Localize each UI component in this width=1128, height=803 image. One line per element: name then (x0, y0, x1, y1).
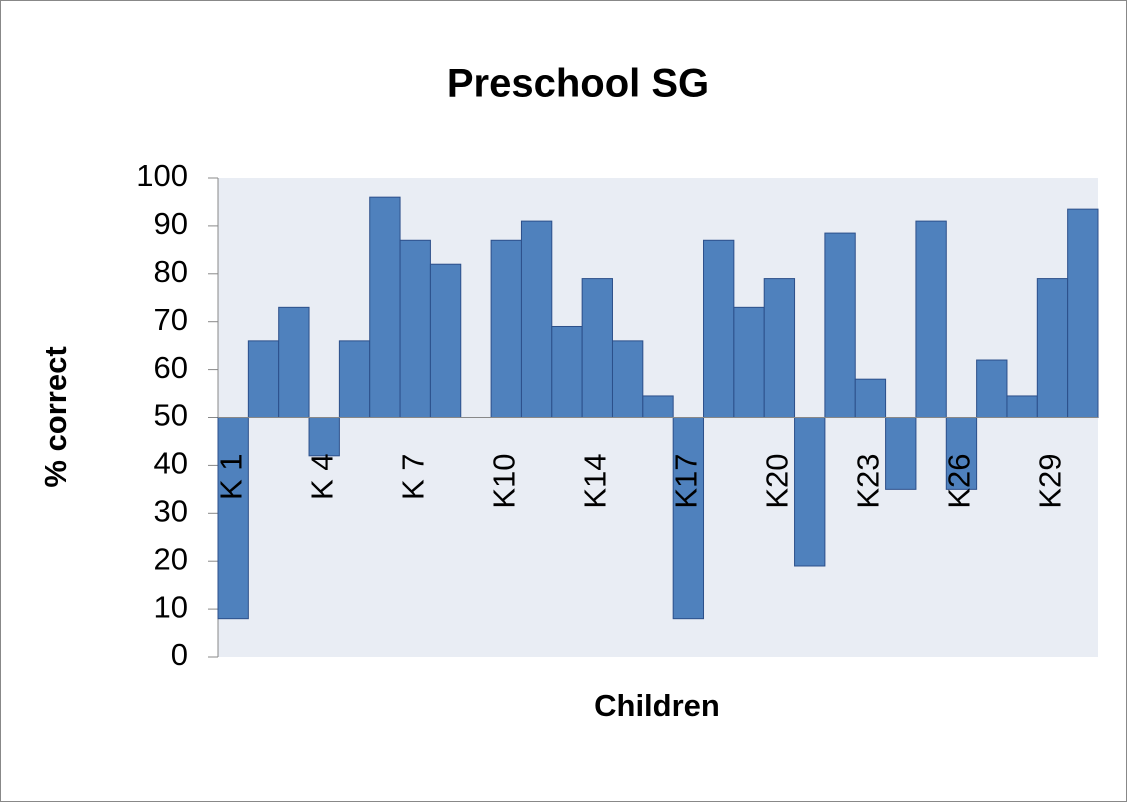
y-tick-label: 70 (154, 302, 188, 337)
bar (429, 263, 462, 418)
bar (247, 340, 280, 418)
bar (581, 278, 613, 418)
bar (490, 239, 522, 418)
x-tick-label: K17 (669, 454, 704, 509)
bar (399, 239, 431, 418)
y-axis-label: % correct (38, 346, 73, 487)
bar (642, 395, 674, 419)
x-tick-label: K29 (1033, 454, 1068, 509)
y-tick-label: 0 (171, 637, 188, 672)
bar (308, 417, 340, 457)
bar (1036, 278, 1069, 418)
x-tick-label: K10 (486, 454, 521, 509)
bar (520, 220, 553, 418)
chart-title: Preschool SG (447, 62, 709, 106)
bar (338, 340, 371, 418)
bar (763, 278, 796, 418)
bar (885, 417, 917, 490)
bar (551, 325, 583, 418)
y-tick-label: 30 (154, 493, 188, 528)
y-tick-label: 40 (154, 446, 188, 481)
x-tick-label: K 1 (213, 454, 248, 501)
bar (733, 306, 765, 418)
y-tick-label: 50 (154, 398, 188, 433)
x-tick-label: K23 (851, 454, 886, 509)
bar (1006, 395, 1038, 419)
x-axis-label: Children (594, 688, 720, 723)
bar (278, 306, 310, 418)
bar (611, 340, 644, 418)
y-tick-label: 90 (154, 206, 188, 241)
y-tick-label: 100 (136, 158, 188, 193)
bar (824, 232, 856, 418)
bar (703, 239, 735, 418)
bar (1067, 208, 1099, 418)
x-tick-label: K 4 (304, 454, 339, 501)
x-tick-label: K14 (577, 454, 612, 509)
bar (794, 417, 826, 567)
bar (217, 417, 249, 620)
bar (915, 220, 947, 418)
y-tick-label: 60 (154, 350, 188, 385)
bar (976, 359, 1008, 418)
bar (854, 378, 887, 418)
x-tick-label: K20 (760, 454, 795, 509)
y-tick-label: 80 (154, 254, 188, 289)
bar (369, 196, 401, 418)
x-tick-label: K26 (942, 454, 977, 509)
x-tick-label: K 7 (395, 454, 430, 501)
bar (672, 417, 705, 620)
y-tick-label: 10 (154, 589, 188, 624)
y-tick-label: 20 (154, 541, 188, 576)
